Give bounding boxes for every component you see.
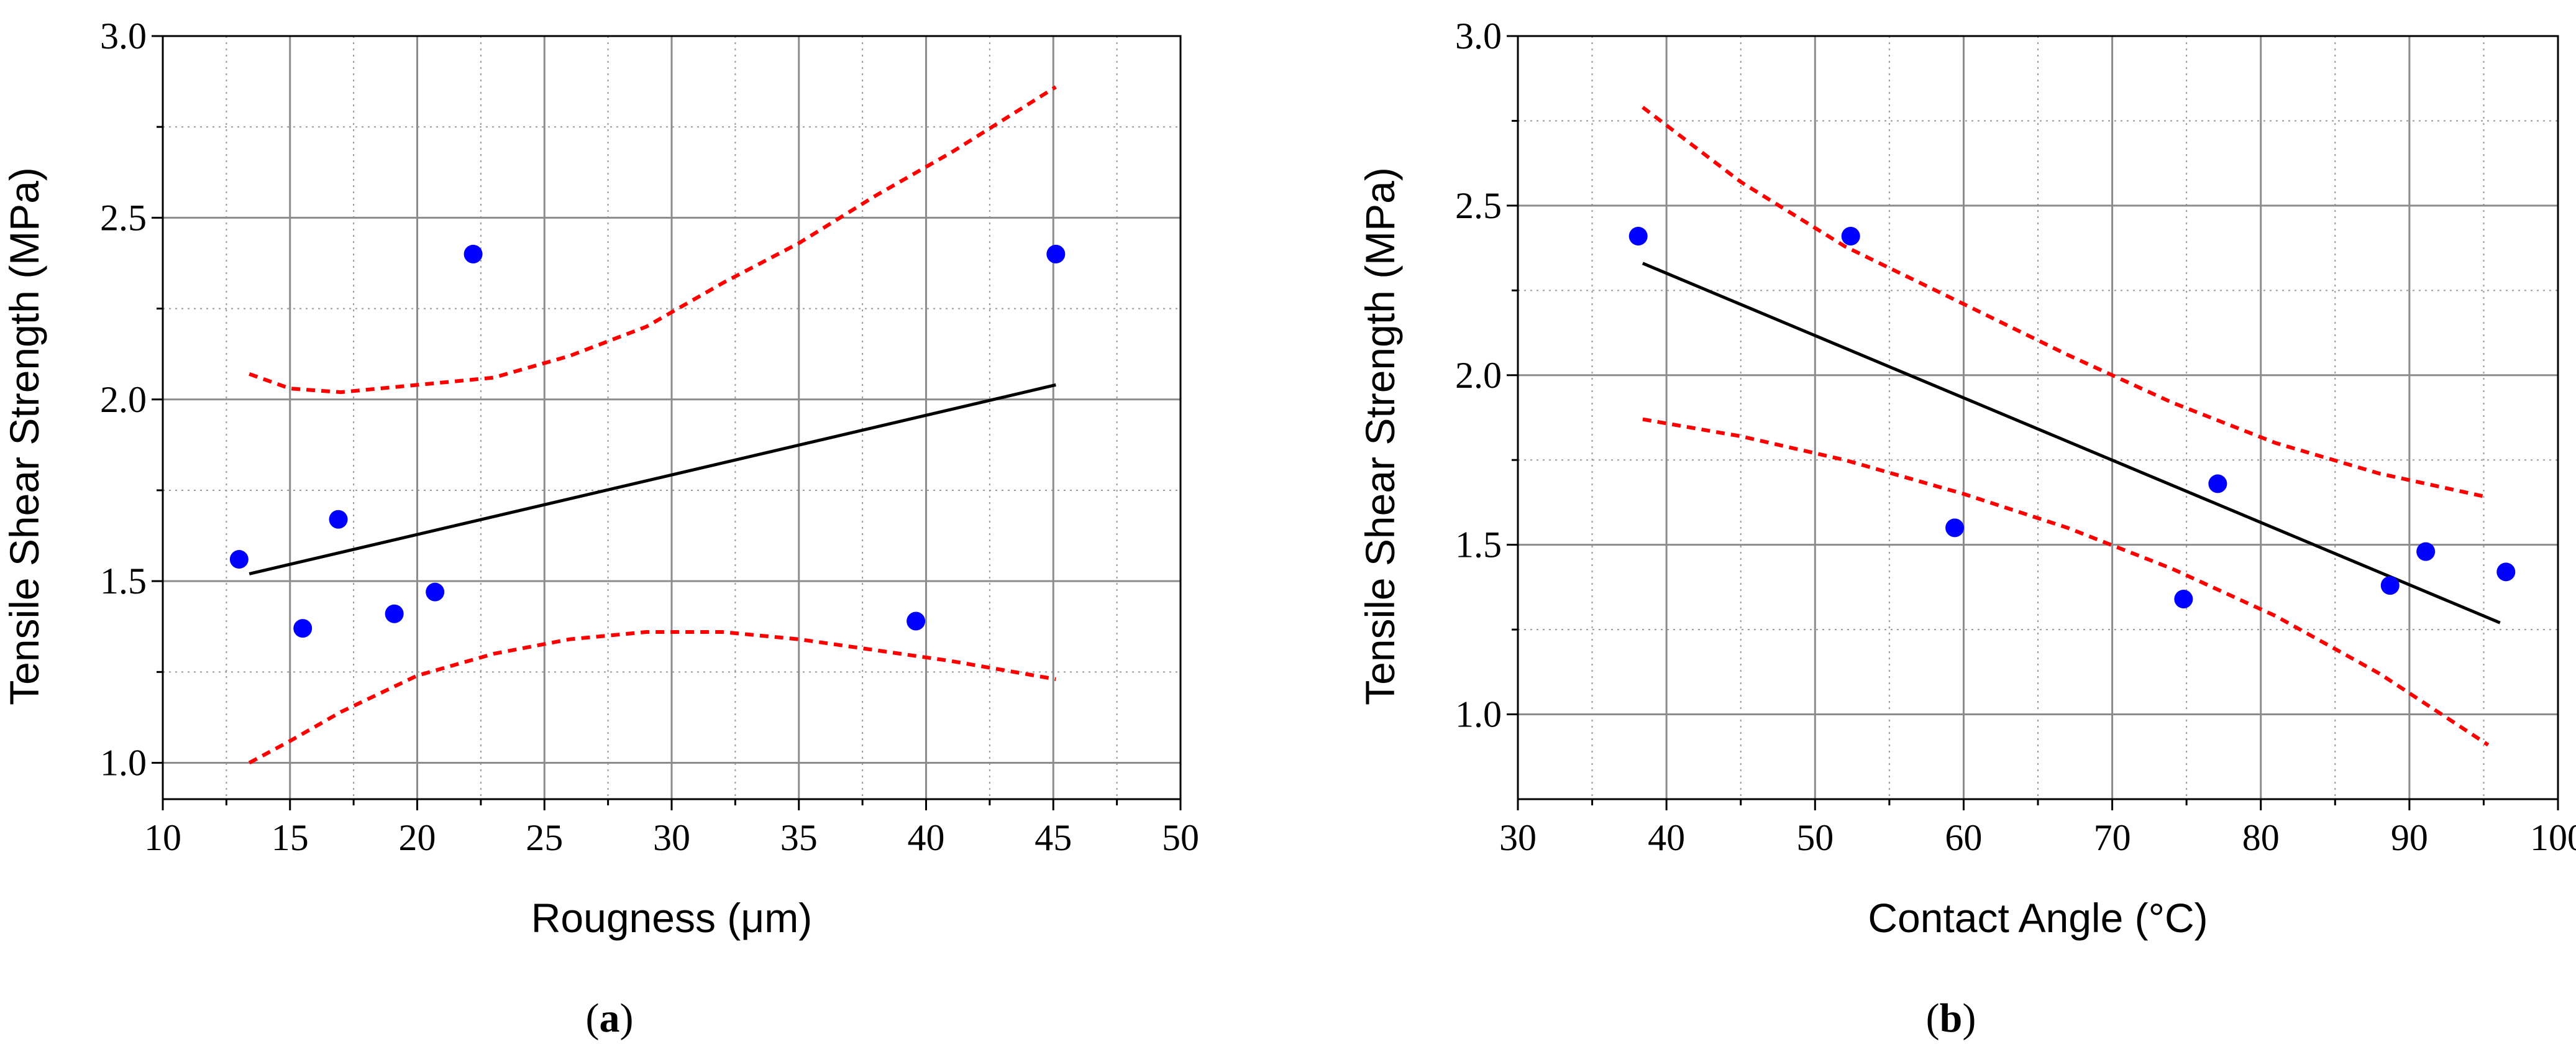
panel-b-x-axis-title: Contact Angle (°C) [1868,895,2208,941]
panel-b-confidence-bands [1642,106,2490,747]
y-tick-label: 1.5 [100,561,147,602]
x-tick-label: 80 [2242,817,2280,858]
data-point [1628,227,1648,246]
lower-confidence-band [248,630,1056,765]
panel-a-chart: 10 15 20 25 30 35 40 45 50 1.0 1.5 2.0 2.5 3.0 Rougn… [1,16,1199,1041]
panel-a-data-points [229,244,1066,638]
x-tick-label: 25 [526,817,563,858]
x-tick-label: 40 [1648,817,1685,858]
panel-b-data-points [1628,227,2516,608]
y-tick-label: 3.0 [1455,16,1502,57]
data-point [1046,244,1066,263]
lower-confidence-band [1642,417,2490,747]
data-point [2380,576,2400,595]
x-tick-label: 70 [2094,817,2131,858]
x-tick-label: 35 [780,817,818,858]
data-point [329,510,348,529]
panel-a-label: (a) [586,996,634,1041]
y-tick-label: 2.5 [1455,185,1502,226]
x-tick-label: 40 [908,817,945,858]
panel-a-fit-line-group [249,383,1056,575]
panel-a-confidence-bands [248,85,1057,765]
x-tick-label: 50 [1796,817,1834,858]
x-tick-label: 30 [653,817,690,858]
x-tick-label: 10 [144,817,181,858]
panel-b-chart: 30 40 50 60 70 80 90 100 1.0 1.5 2.0 2.5 3.0 Contac… [1357,16,2576,1041]
data-point [2416,542,2436,561]
panel-b-x-tick-labels: 30 40 50 60 70 80 90 100 [1499,817,2576,858]
panel-b-tick-marks [1507,35,2559,810]
x-tick-label: 60 [1945,817,1982,858]
fit-line [249,383,1056,575]
panel-a-label-letter: a [600,996,620,1041]
panel-a-y-axis-title: Tensile Shear Strength (MPa) [1,167,47,705]
panel-b-label: (b) [1926,996,1976,1041]
x-tick-label: 20 [399,817,436,858]
panel-a-x-axis-title: Rougness (μm) [531,895,813,941]
panel-a-x-tick-labels: 10 15 20 25 30 35 40 45 50 [144,817,1199,858]
panel-a-y-tick-labels: 1.0 1.5 2.0 2.5 3.0 [100,16,147,784]
data-point [1945,518,1965,538]
upper-confidence-band [249,85,1057,395]
panel-b-y-axis-title: Tensile Shear Strength (MPa) [1357,167,1403,705]
x-tick-label: 50 [1162,817,1199,858]
data-point [907,611,926,631]
x-tick-label: 100 [2530,817,2576,858]
y-tick-label: 1.5 [1455,524,1502,566]
panel-b-fit-line-group [1642,262,2501,625]
data-point [385,604,404,623]
panel-a-grid [162,35,1182,799]
y-tick-label: 3.0 [100,16,147,57]
data-point [2496,562,2516,582]
x-tick-label: 45 [1035,817,1072,858]
x-tick-label: 90 [2391,817,2428,858]
panel-b-plot-frame [1517,35,2559,800]
data-point [1841,227,1860,246]
y-tick-label: 2.0 [1455,355,1502,396]
x-tick-label: 15 [272,817,309,858]
data-point [293,619,313,638]
panel-b-y-tick-labels: 1.0 1.5 2.0 2.5 3.0 [1455,16,1502,735]
upper-confidence-band [1642,106,2489,500]
data-point [2208,474,2227,493]
panel-b-label-letter: b [1940,996,1963,1041]
data-point [229,550,249,569]
y-tick-label: 1.0 [100,743,147,784]
x-tick-label: 30 [1499,817,1537,858]
data-point [2174,589,2193,608]
data-point [426,582,445,602]
fit-line [1642,262,2501,625]
panel-a-tick-marks [152,35,1182,810]
y-tick-label: 2.5 [100,197,147,238]
panel-b-grid [1517,35,2559,799]
y-tick-label: 1.0 [1455,694,1502,735]
y-tick-label: 2.0 [100,379,147,420]
data-point [464,244,483,263]
